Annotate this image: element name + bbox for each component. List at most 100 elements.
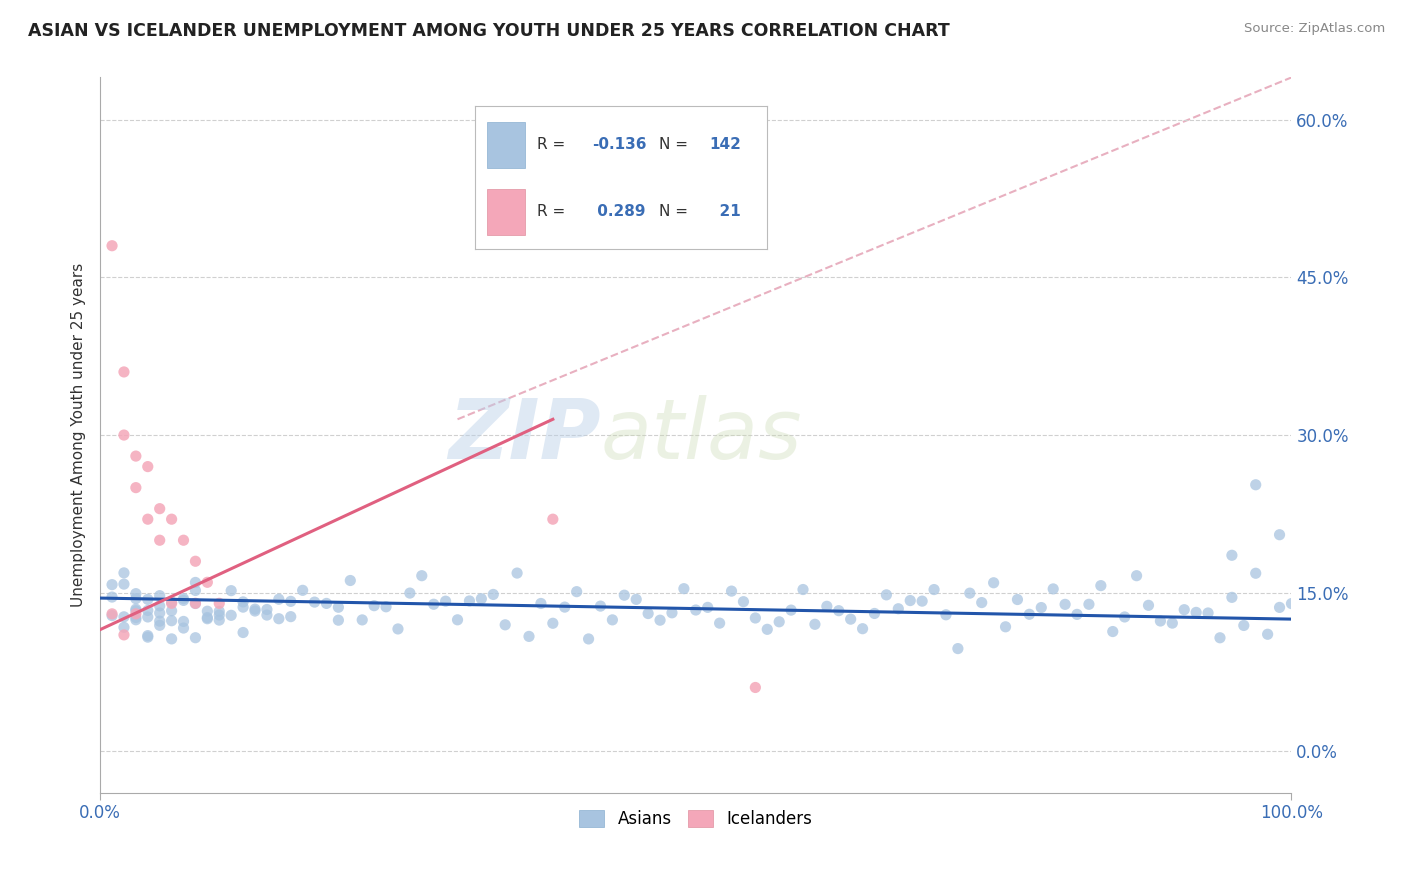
Point: [267, 592, 290, 607]
Point: [994, 620, 1017, 634]
Point: [136, 459, 159, 474]
Point: [112, 628, 135, 642]
Point: [911, 594, 934, 608]
Point: [267, 612, 290, 626]
Point: [195, 610, 218, 624]
Point: [946, 641, 969, 656]
Point: [195, 604, 218, 618]
Point: [328, 613, 350, 627]
Point: [1268, 527, 1291, 541]
Point: [1257, 627, 1279, 641]
Point: [352, 613, 374, 627]
Point: [184, 596, 207, 610]
Point: [112, 428, 135, 442]
Point: [768, 615, 790, 629]
Point: [219, 583, 242, 598]
Point: [184, 575, 207, 590]
Point: [101, 590, 124, 604]
Point: [648, 613, 671, 627]
Point: [637, 607, 659, 621]
Point: [1268, 600, 1291, 615]
Point: [160, 632, 183, 646]
Point: [541, 616, 564, 631]
Legend: Asians, Icelanders: Asians, Icelanders: [572, 803, 820, 834]
Point: [363, 599, 385, 613]
Point: [720, 584, 742, 599]
Point: [922, 582, 945, 597]
Point: [530, 597, 553, 611]
Point: [685, 603, 707, 617]
Point: [136, 610, 159, 624]
Point: [602, 613, 624, 627]
Point: [339, 574, 361, 588]
Point: [517, 629, 540, 643]
Point: [208, 604, 231, 618]
Point: [661, 606, 683, 620]
Point: [243, 602, 266, 616]
Point: [112, 620, 135, 634]
Point: [125, 610, 148, 624]
Point: [136, 630, 159, 644]
Point: [1173, 603, 1195, 617]
Text: ASIAN VS ICELANDER UNEMPLOYMENT AMONG YOUTH UNDER 25 YEARS CORRELATION CHART: ASIAN VS ICELANDER UNEMPLOYMENT AMONG YO…: [28, 22, 950, 40]
Point: [280, 609, 302, 624]
Point: [696, 600, 718, 615]
Point: [112, 577, 135, 591]
Point: [434, 594, 457, 608]
Point: [589, 599, 612, 613]
Point: [149, 599, 172, 613]
Text: atlas: atlas: [600, 394, 801, 475]
Point: [291, 583, 314, 598]
Point: [112, 609, 135, 624]
Point: [875, 588, 897, 602]
Point: [1161, 616, 1184, 631]
Point: [1220, 591, 1243, 605]
Point: [125, 449, 148, 463]
Point: [101, 238, 124, 252]
Point: [1233, 618, 1256, 632]
Point: [709, 616, 731, 631]
Point: [184, 597, 207, 611]
Point: [375, 599, 398, 614]
Point: [136, 603, 159, 617]
Point: [1114, 610, 1136, 624]
Text: ZIP: ZIP: [449, 394, 600, 475]
Point: [101, 607, 124, 621]
Point: [828, 604, 851, 618]
Point: [173, 591, 195, 606]
Point: [125, 591, 148, 606]
Point: [1007, 592, 1029, 607]
Point: [1125, 568, 1147, 582]
Point: [983, 575, 1005, 590]
Point: [173, 615, 195, 629]
Point: [136, 512, 159, 526]
Point: [173, 593, 195, 607]
Point: [160, 596, 183, 610]
Point: [1244, 566, 1267, 581]
Point: [744, 611, 766, 625]
Point: [136, 592, 159, 607]
Point: [232, 600, 254, 615]
Point: [232, 595, 254, 609]
Point: [195, 612, 218, 626]
Point: [851, 622, 873, 636]
Point: [1042, 582, 1064, 596]
Point: [208, 596, 231, 610]
Point: [173, 621, 195, 635]
Point: [125, 613, 148, 627]
Point: [328, 600, 350, 615]
Point: [1220, 549, 1243, 563]
Point: [446, 613, 468, 627]
Point: [160, 595, 183, 609]
Point: [112, 566, 135, 580]
Point: [149, 533, 172, 548]
Point: [149, 589, 172, 603]
Point: [387, 622, 409, 636]
Point: [1137, 599, 1160, 613]
Point: [232, 625, 254, 640]
Point: [101, 608, 124, 623]
Point: [887, 601, 910, 615]
Point: [173, 533, 195, 548]
Point: [256, 602, 278, 616]
Point: [304, 595, 326, 609]
